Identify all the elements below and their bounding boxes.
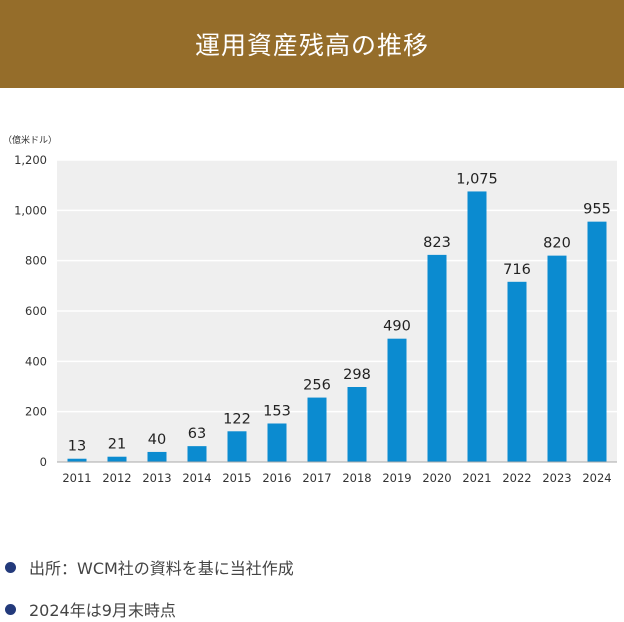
- x-tick-label: 2013: [142, 471, 171, 485]
- bar: [107, 456, 127, 462]
- chart-title: 運用資産残高の推移: [194, 31, 429, 60]
- y-tick-label: 600: [25, 304, 47, 318]
- y-axis-label: （億米ドル）: [3, 134, 57, 146]
- bullet-icon: [5, 603, 16, 615]
- bar-value-label: 153: [263, 403, 291, 419]
- bar-value-label: 820: [543, 236, 571, 252]
- bar-value-label: 716: [503, 262, 531, 278]
- bar: [187, 446, 207, 462]
- y-tick-label: 0: [40, 455, 47, 469]
- note-date: 2024年は9月末時点: [29, 601, 176, 620]
- bar: [147, 451, 167, 462]
- bar: [587, 221, 607, 462]
- x-tick-label: 2022: [502, 471, 531, 485]
- bar: [427, 254, 447, 462]
- x-tick-label: 2011: [62, 471, 91, 485]
- x-tick-label: 2014: [182, 471, 211, 485]
- y-tick-label: 1,000: [14, 203, 47, 217]
- bar-value-label: 955: [583, 202, 611, 218]
- x-tick-label: 2018: [342, 471, 371, 485]
- y-tick-label: 800: [25, 254, 47, 268]
- x-tick-label: 2019: [382, 471, 411, 485]
- x-tick-label: 2015: [222, 471, 251, 485]
- x-tick-label: 2017: [302, 471, 331, 485]
- bullet-icon: [5, 561, 16, 573]
- x-tick-label: 2020: [422, 471, 451, 485]
- chart-header: 運用資産残高の推移: [0, 0, 624, 88]
- bar: [307, 397, 327, 462]
- y-tick-label: 400: [25, 354, 47, 368]
- bar-value-label: 40: [148, 432, 166, 448]
- x-tick-label: 2016: [262, 471, 291, 485]
- bar-chart: 0 200 400 600 800 1,000 1,200 （億米ドル） 13 2011 21 201…: [3, 134, 617, 485]
- y-tick-label: 200: [25, 405, 47, 419]
- note-source: 出所：WCM社の資料を基に当社作成: [29, 559, 294, 578]
- bar-value-label: 122: [223, 411, 251, 427]
- bar: [467, 191, 487, 463]
- bar-value-label: 256: [303, 378, 331, 394]
- bar-value-label: 63: [188, 426, 206, 442]
- x-tick-label: 2021: [462, 471, 491, 485]
- bar: [227, 431, 247, 462]
- bar: [547, 255, 567, 462]
- bar: [347, 387, 367, 462]
- bar-value-label: 823: [423, 235, 451, 251]
- y-tick-label: 1,200: [14, 153, 47, 167]
- bar-value-label: 490: [383, 319, 411, 335]
- bar-value-label: 21: [108, 437, 126, 453]
- x-tick-label: 2024: [582, 471, 611, 485]
- bar: [507, 281, 527, 462]
- bar-value-label: 298: [343, 367, 371, 383]
- bar: [267, 423, 287, 462]
- bar: [67, 458, 87, 462]
- x-tick-label: 2023: [542, 471, 571, 485]
- x-tick-label: 2012: [102, 471, 131, 485]
- bar-value-label: 13: [68, 439, 86, 455]
- bar-value-label: 1,075: [456, 171, 498, 187]
- bar: [387, 338, 407, 462]
